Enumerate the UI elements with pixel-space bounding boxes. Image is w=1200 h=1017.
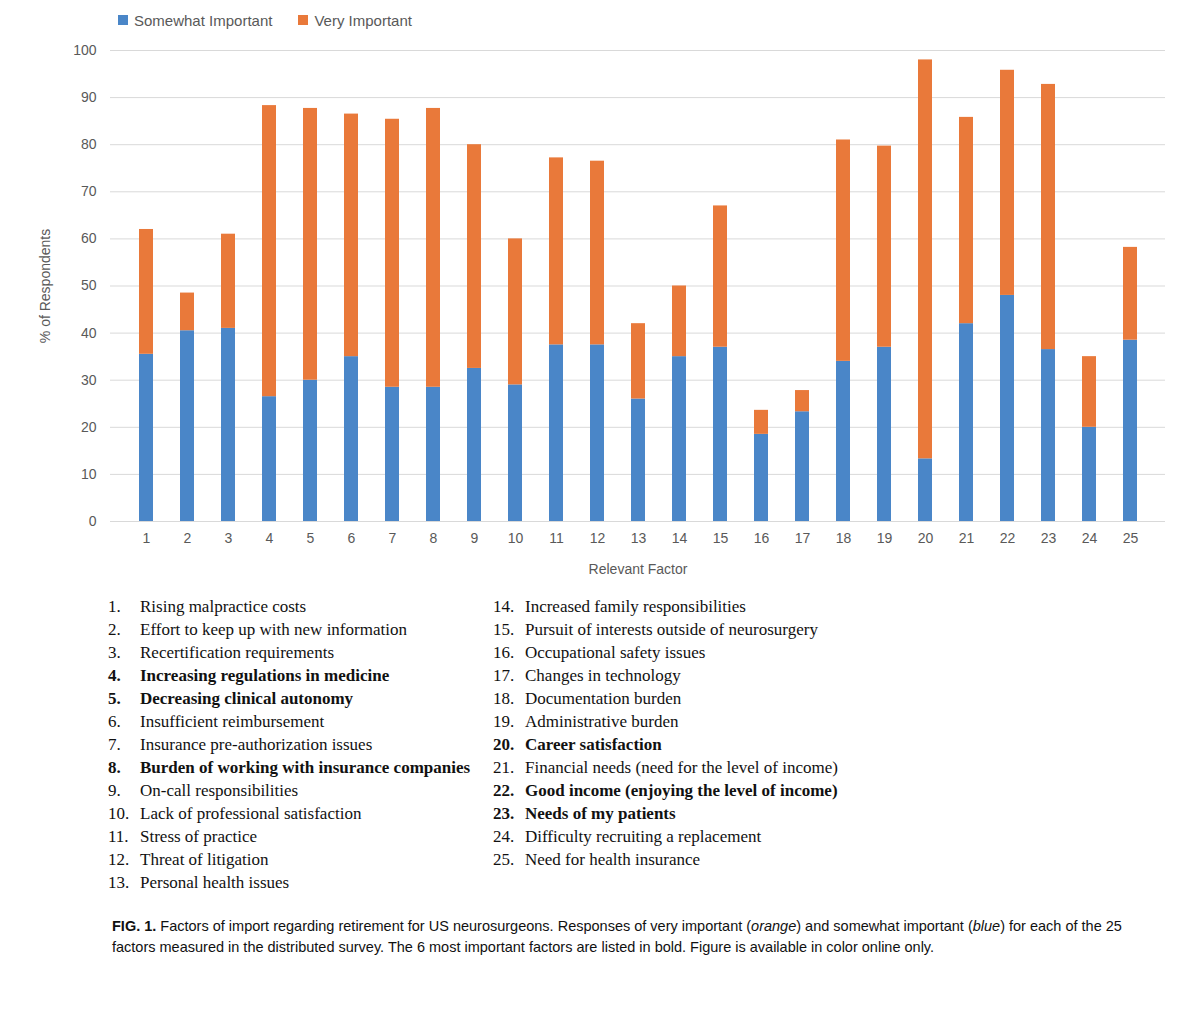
svg-text:19: 19 [877,530,893,546]
html-text:Effort to keep up with new inf: Effort to keep up with new information [140,620,407,639]
html-text:14.: 14. [493,597,515,616]
svg-text:90: 90 [81,89,97,105]
html-text:22.: 22. [493,781,515,800]
svg-text:11: 11 [549,530,564,546]
html-text:11.: 11. [108,827,129,846]
svg-text:Relevant Factor: Relevant Factor [589,561,688,577]
html-text:10.: 10. [108,804,130,823]
html-text:9.: 9. [108,781,121,800]
html-text:3.: 3. [108,643,121,662]
svg-text:15: 15 [713,530,729,546]
svg-text:5: 5 [307,530,315,546]
html-text:Recertification requirements: Recertification requirements [140,643,334,662]
svg-text:% of Respondents: % of Respondents [37,229,53,343]
html-text:Need for health insurance: Need for health insurance [525,850,701,869]
html-text:Decreasing clinical autonomy: Decreasing clinical autonomy [140,689,354,708]
html-text:Increased family responsibilit: Increased family responsibilities [525,597,746,616]
html-text:Occupational safety issues: Occupational safety issues [525,643,706,662]
html-text:2.: 2. [108,620,121,639]
html-text:23.: 23. [493,804,515,823]
html-text:8.: 8. [108,758,121,777]
html-text:Difficulty recruiting a replac: Difficulty recruiting a replacement [525,827,762,846]
html-text:13.: 13. [108,873,130,892]
svg-text:25: 25 [1123,530,1139,546]
html-text:Administrative burden: Administrative burden [525,712,679,731]
html-text:Burden of working with insuran: Burden of working with insurance compani… [140,758,471,777]
html-text:15.: 15. [493,620,515,639]
html-text:Changes in technology: Changes in technology [525,666,681,685]
html-text:5.: 5. [108,689,121,708]
svg-text:30: 30 [81,372,97,388]
html-text:17.: 17. [493,666,515,685]
html-text:19.: 19. [493,712,515,731]
html-text:Documentation burden: Documentation burden [525,689,682,708]
svg-text:14: 14 [672,530,688,546]
html-text:Good income (enjoying the leve: Good income (enjoying the level of incom… [525,781,838,800]
html-text:20.: 20. [493,735,515,754]
html-text:Financial needs (need for the: Financial needs (need for the level of i… [525,758,838,777]
html-text:1.: 1. [108,597,121,616]
svg-text:2: 2 [184,530,192,546]
html-text:7.: 7. [108,735,121,754]
svg-text:0: 0 [89,513,97,529]
html-text:Insurance pre-authorization is: Insurance pre-authorization issues [140,735,373,754]
svg-text:21: 21 [959,530,975,546]
svg-text:40: 40 [81,325,97,341]
svg-text:16: 16 [754,530,770,546]
svg-text:7: 7 [389,530,397,546]
svg-text:23: 23 [1041,530,1057,546]
html-text:On-call responsibilities: On-call responsibilities [140,781,299,800]
svg-text:17: 17 [795,530,811,546]
html-text:Somewhat Important: Somewhat Important [134,11,273,29]
html-text:Threat of litigation: Threat of litigation [140,850,269,869]
svg-text:100: 100 [73,42,97,58]
svg-text:80: 80 [81,136,97,152]
html-text:4.: 4. [108,666,121,685]
html-text:Personal health issues: Personal health issues [140,873,290,892]
html-text:Rising malpractice costs: Rising malpractice costs [140,597,307,616]
svg-text:22: 22 [1000,530,1016,546]
svg-text:18: 18 [836,530,852,546]
svg-text:20: 20 [81,419,97,435]
html-text:Insufficient reimbursement: Insufficient reimbursement [140,712,325,731]
html-text:24.: 24. [493,827,515,846]
svg-text:50: 50 [81,277,97,293]
html-text:16.: 16. [493,643,515,662]
svg-text:10: 10 [81,466,97,482]
svg-text:8: 8 [430,530,438,546]
html-text:Career satisfaction: Career satisfaction [525,735,662,754]
html-text:21.: 21. [493,758,515,777]
svg-text:12: 12 [590,530,606,546]
html-text:Pursuit of interests outside o: Pursuit of interests outside of neurosur… [525,620,818,639]
html-text:Very Important: Very Important [314,11,412,29]
svg-text:3: 3 [225,530,233,546]
svg-text:6: 6 [348,530,356,546]
html-text:FIG. 1. Factors of import rega: FIG. 1. Factors of import regarding reti… [112,918,1122,955]
html-text:Needs of my patients: Needs of my patients [525,804,676,823]
svg-text:9: 9 [471,530,479,546]
html-text:Lack of professional satisfact: Lack of professional satisfaction [140,804,362,823]
svg-text:13: 13 [631,530,647,546]
html-text:6.: 6. [108,712,121,731]
html-text:Stress of practice: Stress of practice [140,827,258,846]
html-text:12.: 12. [108,850,130,869]
html-text:18.: 18. [493,689,515,708]
svg-text:70: 70 [81,183,97,199]
svg-text:10: 10 [508,530,524,546]
html-text:Increasing regulations in medi: Increasing regulations in medicine [140,666,390,685]
svg-text:1: 1 [143,530,151,546]
svg-text:20: 20 [918,530,934,546]
svg-text:4: 4 [266,530,274,546]
html-text:25.: 25. [493,850,515,869]
svg-text:24: 24 [1082,530,1098,546]
svg-text:60: 60 [81,230,97,246]
